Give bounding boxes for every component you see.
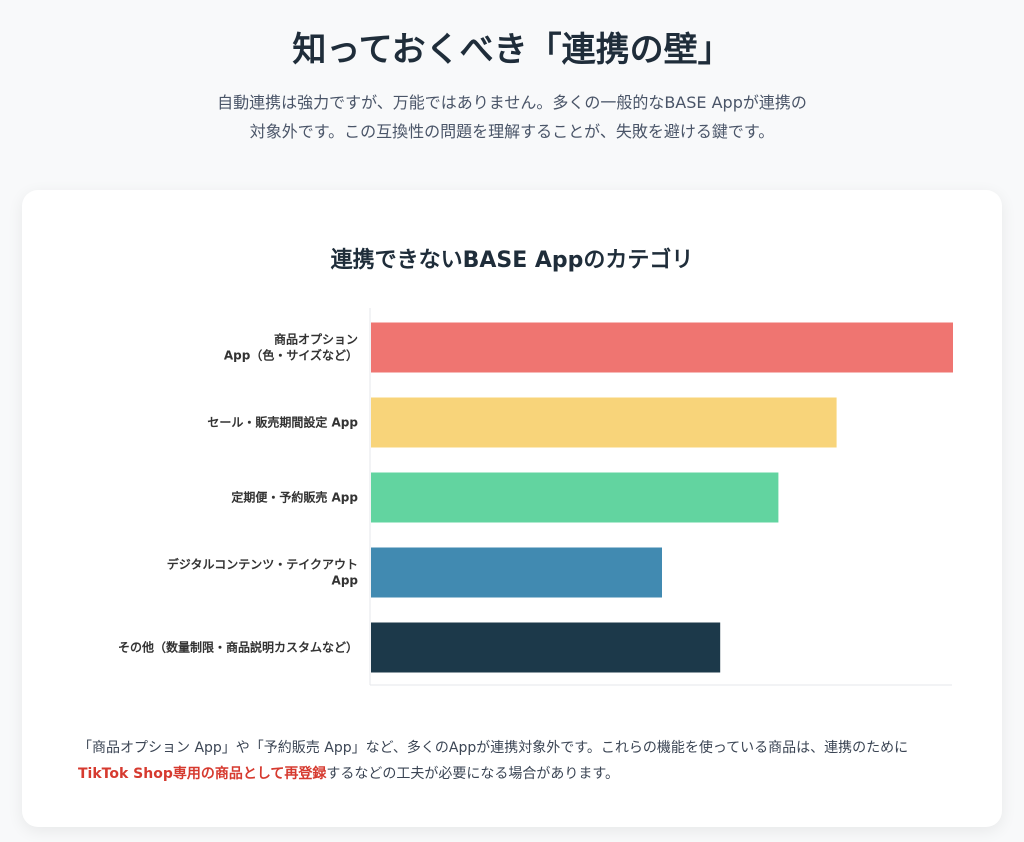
intro-line-1: 自動連携は強力ですが、万能ではありません。多くの一般的なBASE Appが連携の	[217, 93, 807, 112]
category-label-3: 定期便・予約販売 App	[231, 490, 358, 505]
page-title: 知っておくべき「連携の壁」	[292, 30, 732, 70]
intro-text: 自動連携は強力ですが、万能ではありません。多くの一般的なBASE Appが連携の…	[150, 88, 874, 146]
footnote: 「商品オプション App」や「予約販売 App」など、多くのAppが連携対象外で…	[78, 735, 958, 787]
category-label-5: その他（数量制限・商品説明カスタムなど）	[118, 640, 358, 655]
category-label-line: App	[332, 574, 359, 588]
chart-title: 連携できないBASE Appのカテゴリ	[330, 248, 694, 273]
category-label-line: その他（数量制限・商品説明カスタムなど）	[118, 640, 358, 655]
bar-5	[371, 622, 721, 673]
footnote-emphasis: TikTok Shop専用の商品として再登録	[78, 766, 327, 782]
bar-3	[371, 472, 779, 523]
category-label-line: セール・販売期間設定 App	[207, 415, 358, 430]
footnote-text-1: 「商品オプション App」や「予約販売 App」など、多くのAppが連携対象外で…	[78, 740, 909, 756]
category-label-2: セール・販売期間設定 App	[207, 415, 358, 430]
category-label-1: 商品オプション App（色・サイズなど）	[224, 332, 358, 363]
bar-1	[371, 322, 953, 373]
category-label-line: App（色・サイズなど）	[224, 348, 358, 363]
category-label-line: 商品オプション	[274, 332, 358, 347]
category-label-4: デジタルコンテンツ・テイクアウト App	[167, 557, 359, 588]
bar-4	[371, 547, 662, 598]
chart-card: 連携できないBASE Appのカテゴリ 商品オプション App（色・サイズなど） セ…	[22, 190, 1002, 827]
intro-line-2: 対象外です。この互換性の問題を理解することが、失敗を避ける鍵です。	[249, 122, 775, 141]
bar-chart: 商品オプション App（色・サイズなど） セール・販売期間設定 App 定期便・予約販…	[118, 308, 953, 686]
category-label-line: 定期便・予約販売 App	[231, 490, 358, 505]
footnote-text-2: するなどの工夫が必要になる場合があります。	[326, 766, 620, 782]
bar-2	[371, 397, 837, 448]
category-label-line: デジタルコンテンツ・テイクアウト	[167, 557, 358, 572]
